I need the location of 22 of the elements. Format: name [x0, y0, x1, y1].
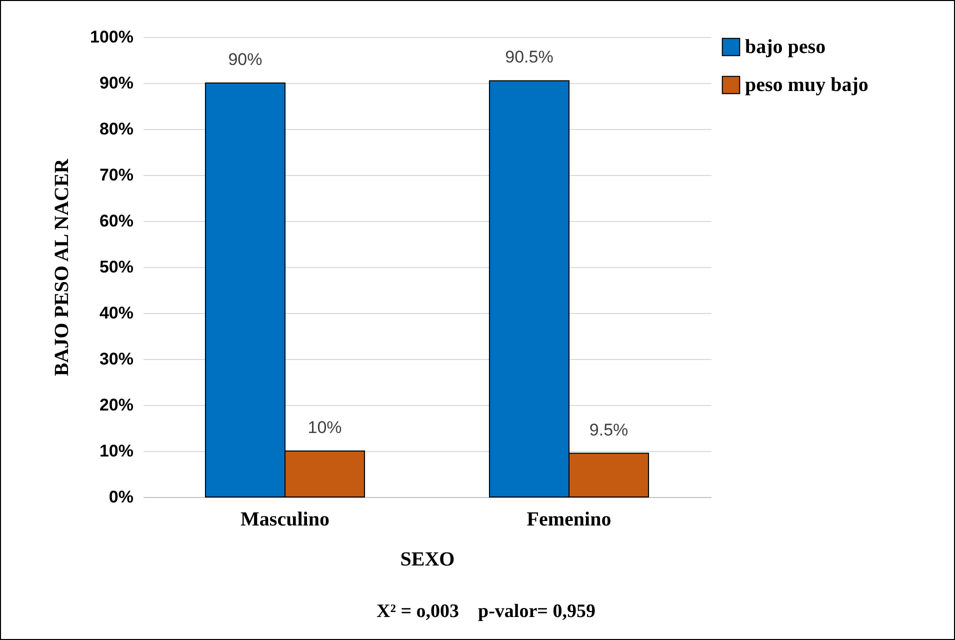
- y-tick-label: 70%: [99, 166, 134, 184]
- legend-label: bajo peso: [745, 36, 826, 58]
- legend-label: peso muy bajo: [745, 74, 868, 96]
- y-tick-label: 60%: [99, 212, 134, 230]
- x-tick-label: Femenino: [526, 508, 612, 530]
- data-label: 90.5%: [505, 48, 554, 67]
- text: X² = o,003 p-valor= 0,959: [376, 601, 596, 623]
- y-tick-label: 100%: [90, 28, 134, 46]
- data-label: 10%: [308, 418, 342, 437]
- y-tick-label: 0%: [108, 488, 134, 506]
- y-tick-label: 10%: [99, 442, 134, 460]
- y-tick-label: 20%: [99, 396, 134, 414]
- data-label: 90%: [228, 50, 262, 69]
- x-tick-label: Masculino: [240, 508, 330, 530]
- data-label: 9.5%: [589, 420, 628, 440]
- y-tick-label: 80%: [99, 120, 134, 138]
- y-tick-label: 90%: [99, 74, 134, 92]
- y-axis-title: BAJO PESO AL NACER: [51, 158, 74, 376]
- y-tick-label: 50%: [99, 258, 134, 276]
- y-tick-label: 30%: [99, 350, 134, 368]
- y-tick-label: 40%: [99, 304, 134, 322]
- x-axis-title: SEXO: [400, 548, 455, 570]
